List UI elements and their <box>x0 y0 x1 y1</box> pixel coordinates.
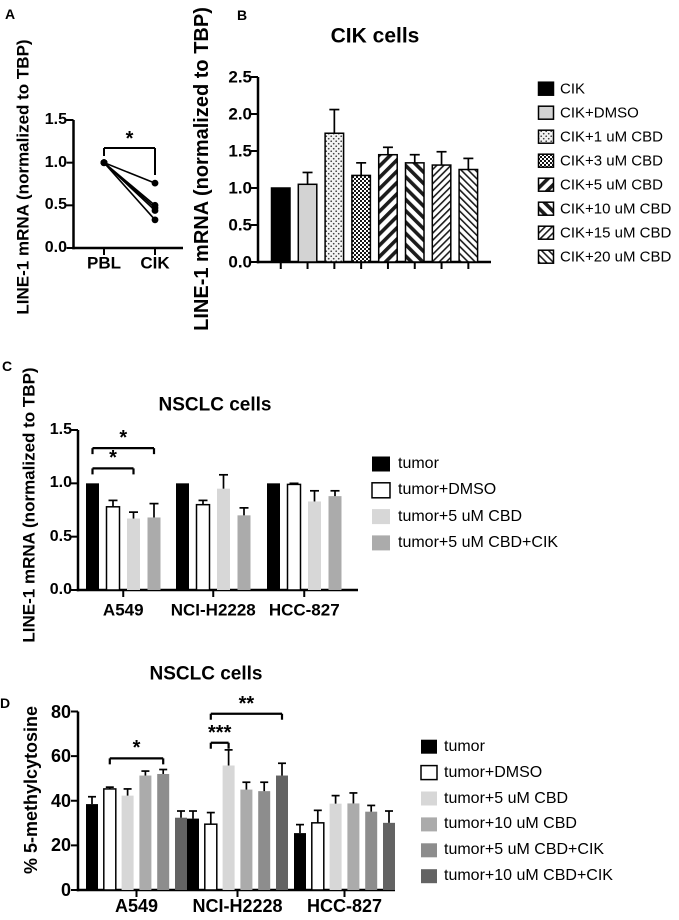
pair-line <box>103 162 156 221</box>
data-point <box>151 179 159 187</box>
bar <box>103 788 117 891</box>
legend-swatch <box>537 81 555 96</box>
legend-swatch <box>372 535 390 551</box>
legend-swatch <box>537 201 555 216</box>
bar <box>195 503 211 591</box>
bar <box>270 187 291 263</box>
legend-swatch <box>421 869 437 884</box>
legend-swatch <box>537 129 555 144</box>
legend-swatch <box>537 153 555 168</box>
bar <box>157 773 170 890</box>
bar <box>311 822 325 891</box>
bar <box>286 483 302 591</box>
bar <box>176 483 189 590</box>
bar <box>105 506 121 591</box>
bar <box>404 162 425 263</box>
data-point <box>151 216 159 224</box>
bar <box>365 811 378 890</box>
legend-swatch <box>420 764 438 781</box>
legend-swatch <box>371 482 391 499</box>
bar <box>204 823 218 891</box>
bar <box>328 496 342 590</box>
legend-swatch <box>421 843 437 858</box>
bar <box>267 483 280 590</box>
bar <box>377 153 398 263</box>
bar <box>294 833 306 890</box>
legend-swatch <box>537 177 555 192</box>
bar <box>139 775 152 890</box>
bar <box>324 132 345 263</box>
bar <box>222 765 235 890</box>
bar <box>431 164 452 263</box>
bar <box>86 483 99 590</box>
legend-swatch <box>537 225 555 240</box>
bar <box>147 517 161 590</box>
bar <box>187 818 199 890</box>
bar <box>276 775 288 890</box>
bar <box>127 518 140 590</box>
data-point <box>100 159 108 167</box>
bar <box>175 817 187 890</box>
legend-swatch <box>421 791 437 806</box>
legend-swatch <box>421 739 437 754</box>
pair-line <box>103 161 156 184</box>
legend-swatch <box>421 817 437 832</box>
bar <box>308 501 321 590</box>
pair-line <box>103 162 156 212</box>
bar <box>458 168 479 263</box>
bar <box>237 515 251 590</box>
bar <box>383 822 395 890</box>
bar <box>121 795 134 890</box>
bar <box>329 803 342 890</box>
bar <box>217 488 230 590</box>
legend-swatch <box>537 249 555 264</box>
data-point <box>151 207 159 214</box>
legend-swatch <box>372 456 390 472</box>
bar <box>86 804 98 890</box>
legend-swatch <box>537 105 555 120</box>
bar <box>240 789 253 890</box>
bar <box>258 791 271 890</box>
bar <box>347 803 360 890</box>
bar <box>297 183 318 263</box>
bar <box>351 174 372 263</box>
legend-swatch <box>372 509 390 525</box>
